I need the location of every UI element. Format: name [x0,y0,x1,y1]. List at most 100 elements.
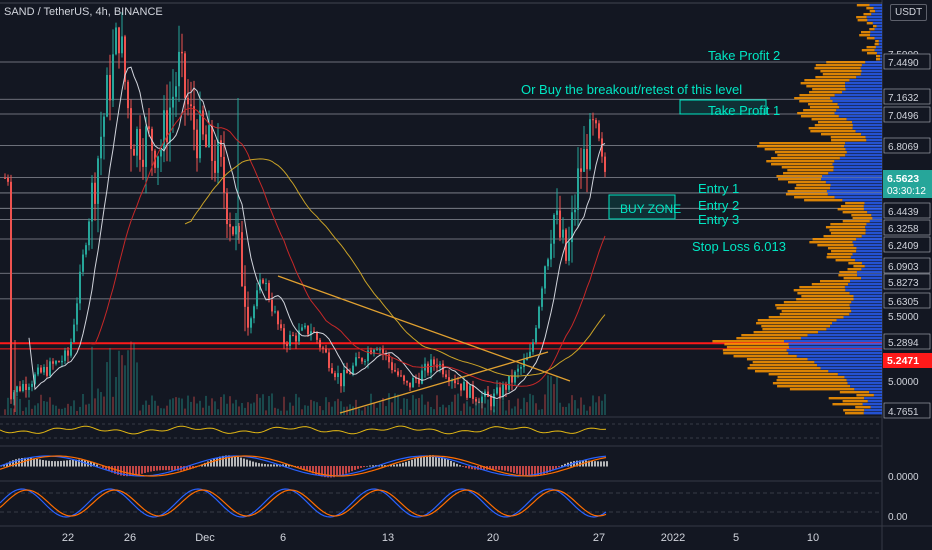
candle-up [463,381,465,391]
macd-histogram-bar [339,466,341,476]
volume-bar [409,409,411,415]
candle-up [145,126,147,167]
volume-bar [136,362,138,415]
macd-histogram-bar [369,465,371,467]
macd-histogram-bar [411,459,413,467]
macd-histogram-bar [402,462,404,467]
macd-histogram-bar [78,459,80,467]
volume-profile-bar-buy [861,262,882,265]
volume-profile-bar-sell [794,97,831,100]
volume-bar [322,410,324,415]
candle-down [394,370,396,372]
candle-down [4,177,6,179]
macd-histogram-bar [423,455,425,467]
macd-histogram-bar [276,464,278,467]
volume-bar [265,410,267,415]
volume-profile-bar-sell [804,79,850,82]
candle-down [448,377,450,382]
macd-histogram-bar [60,460,62,467]
volume-profile-bar-buy [833,166,882,169]
volume-profile-bar-sell [776,307,851,310]
candle-down [67,350,69,356]
candle-up [553,214,555,244]
macd-histogram-bar [144,466,146,473]
macd-histogram-bar [408,460,410,467]
price-tick-label: 6.3258 [888,224,919,235]
candle-up [199,110,201,159]
descending-trendline[interactable] [277,275,571,382]
volume-bar [7,397,9,415]
volume-profile-bar-sell [867,52,877,55]
red-level-price-label: 5.2471 [887,355,919,367]
volume-profile-bar-sell [812,238,857,241]
candle-down [190,104,192,107]
candle-down [340,373,342,387]
macd-histogram-bar [99,466,101,467]
candle-down [19,386,21,392]
candle-up [304,325,306,328]
volume-bar [598,396,600,415]
volume-profile-bar-sell [875,40,879,43]
volume-bar [580,397,582,415]
ascending-trendline[interactable] [339,351,549,414]
volume-profile-bar-buy [871,13,882,16]
macd-histogram-bar [342,466,344,475]
candle-up [55,361,57,364]
candle-up [70,341,72,356]
candle-up [535,327,537,343]
macd-histogram-bar [285,464,287,467]
candle-up [217,140,219,173]
currency-unit-button[interactable]: USDT [890,4,928,21]
volume-bar [361,410,363,415]
volume-bar [175,397,177,415]
volume-bar [493,409,495,415]
volume-bar [208,405,210,415]
volume-profile-bar-buy [852,127,882,130]
volume-bar [157,405,159,415]
volume-profile-bar-buy [864,202,882,205]
volume-bar [340,401,342,415]
macd-histogram-bar [444,458,446,467]
volume-profile-bar-buy [873,394,882,397]
candle-down [478,401,480,403]
volume-profile-bar-buy [846,379,882,382]
candle-down [226,192,228,225]
volume-bar [391,402,393,415]
volume-profile-bar-buy [856,247,882,250]
macd-histogram-bar [591,460,593,467]
volume-bar [145,400,147,415]
volume-profile-bar-sell [856,394,874,397]
volume-profile-bar-sell [799,286,845,289]
volume-bar [259,397,261,415]
candle-down [454,380,456,384]
candle-down [370,350,372,354]
volume-bar [169,399,171,415]
moving-average-long-line [184,158,606,377]
macd-histogram-bar [450,461,452,467]
volume-profile-bar-sell [857,19,868,22]
volume-profile-bar-buy [855,130,882,133]
volume-bar [298,397,300,415]
macd-histogram-bar [264,464,266,467]
macd-histogram-bar [186,466,188,470]
macd-pane [0,455,608,478]
volume-bar [130,341,132,415]
candle-down [58,361,60,363]
volume-profile-bar-buy [837,103,882,106]
time-axis-label: 13 [382,532,394,544]
macd-histogram-bar [429,455,431,467]
buy-zone-box[interactable] [608,194,676,220]
volume-bar [439,406,441,415]
candle-down [331,367,333,374]
volume-bar [448,405,450,415]
volume-profile-bar-sell [844,412,864,415]
candle-down [328,352,330,368]
candle-down [445,374,447,378]
volume-profile-bar-sell [843,277,862,280]
take-profit-1-box[interactable] [679,99,767,115]
candle-countdown-label: 03:30:12 [887,186,926,197]
candle-down [460,383,462,391]
volume-profile-bar-buy [869,220,882,223]
